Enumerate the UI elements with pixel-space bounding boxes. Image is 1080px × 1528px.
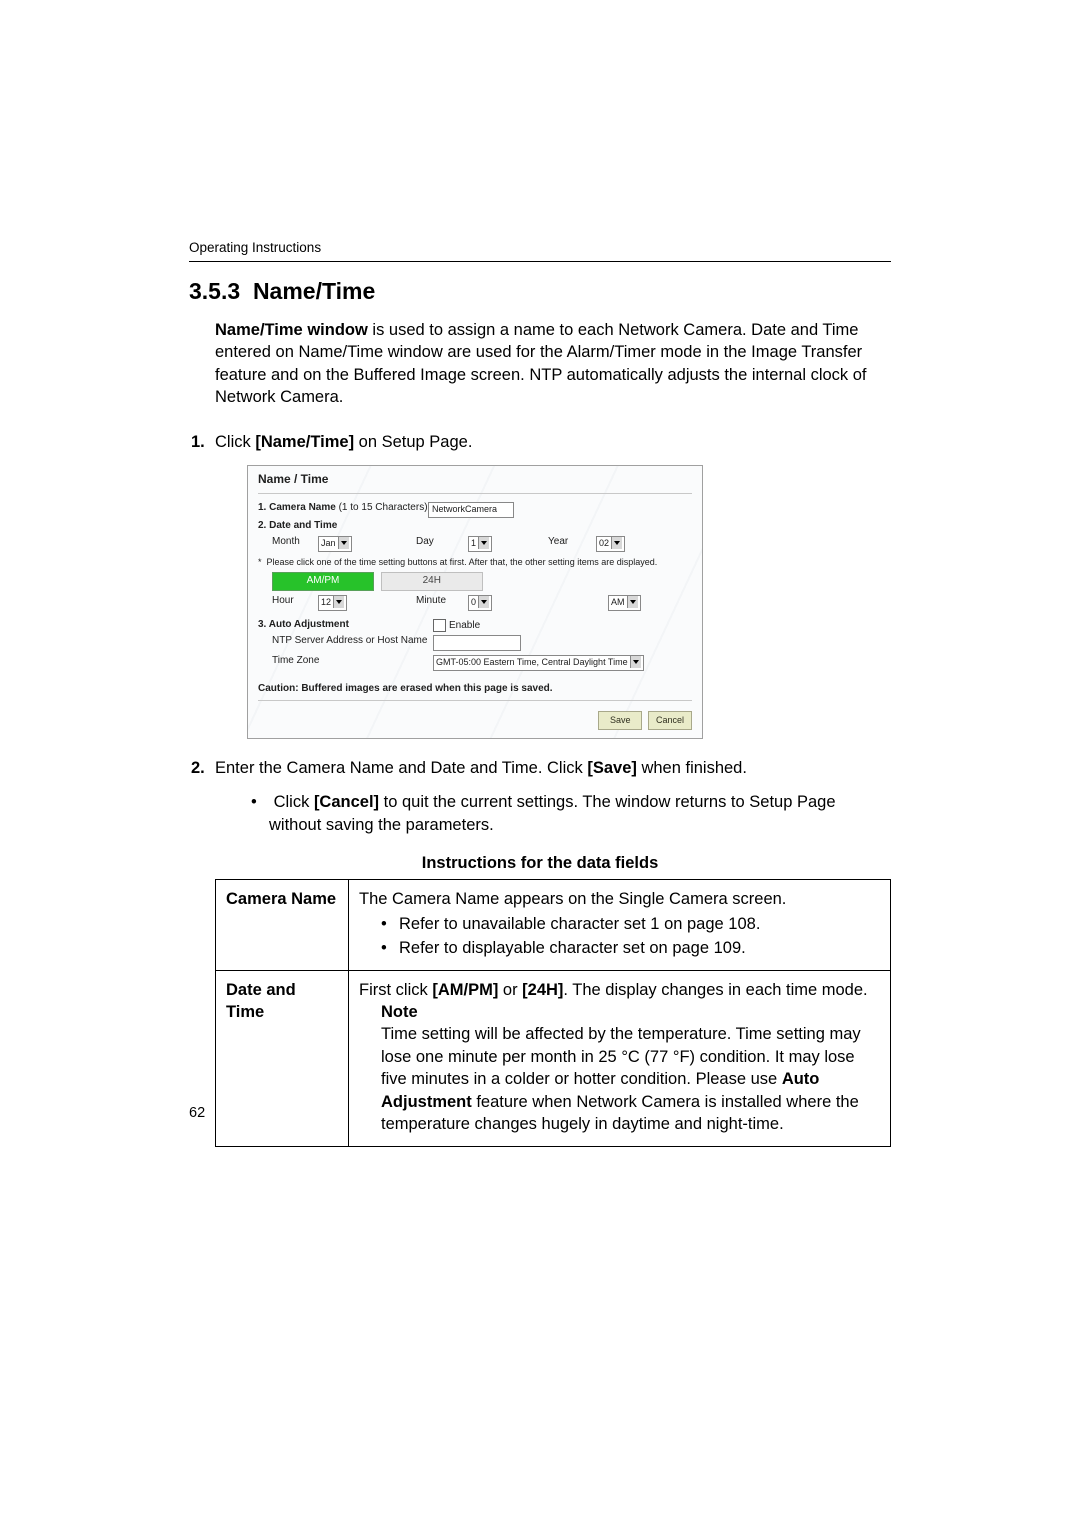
timezone-label: Time Zone xyxy=(272,655,319,668)
month-select[interactable]: Jan xyxy=(318,536,352,552)
row1-bullet-2: Refer to displayable character set on pa… xyxy=(399,937,880,959)
time-note: * Please click one of the time setting b… xyxy=(258,557,692,568)
row2-body: First click [AM/PM] or [24H]. The displa… xyxy=(349,970,891,1146)
window-title: Name / Time xyxy=(258,472,692,487)
step-1: 1.Click [Name/Time] on Setup Page. xyxy=(189,431,891,453)
timezone-select[interactable]: GMT-05:00 Eastern Time, Central Daylight… xyxy=(433,655,644,671)
month-label: Month xyxy=(272,536,300,549)
row1-bullet-1: Refer to unavailable character set 1 on … xyxy=(399,913,880,935)
step-2-sub-bullet: Click [Cancel] to quit the current setti… xyxy=(189,791,891,836)
year-label: Year xyxy=(548,536,568,549)
year-select[interactable]: 02 xyxy=(596,536,625,552)
page-number: 62 xyxy=(189,1105,205,1121)
note-body: Time setting will be affected by the tem… xyxy=(381,1023,880,1135)
day-label: Day xyxy=(416,536,434,549)
hour-select[interactable]: 12 xyxy=(318,595,347,611)
intro-lead-bold: Name/Time window xyxy=(215,321,368,339)
step-1-number: 1. xyxy=(191,431,215,453)
section-name: Name/Time xyxy=(253,278,375,304)
hour-label: Hour xyxy=(272,595,294,608)
camera-name-input[interactable]: NetworkCamera xyxy=(428,502,514,518)
ntp-label: NTP Server Address or Host Name xyxy=(272,635,427,648)
data-fields-table: Camera Name The Camera Name appears on t… xyxy=(215,879,891,1146)
row1-header: Camera Name xyxy=(216,880,349,970)
caution-text: Caution: Buffered images are erased when… xyxy=(258,683,692,696)
step-2: 2.Enter the Camera Name and Date and Tim… xyxy=(189,757,891,779)
ampm-button[interactable]: AM/PM xyxy=(272,572,374,591)
row1-body: The Camera Name appears on the Single Ca… xyxy=(349,880,891,970)
name-time-window: Name / Time 1. Camera Name (1 to 15 Char… xyxy=(247,465,703,739)
header-rule xyxy=(189,261,891,262)
row2-header: Date and Time xyxy=(216,970,349,1146)
day-select[interactable]: 1 xyxy=(468,536,492,552)
camera-name-label: 1. Camera Name xyxy=(258,502,336,513)
intro-paragraph: Name/Time window is used to assign a nam… xyxy=(189,319,891,409)
24h-button[interactable]: 24H xyxy=(381,572,483,591)
minute-select[interactable]: 0 xyxy=(468,595,492,611)
cancel-button[interactable]: Cancel xyxy=(648,711,692,730)
note-heading: Note xyxy=(381,1003,418,1021)
ntp-input[interactable] xyxy=(433,635,521,651)
ampm-select[interactable]: AM xyxy=(608,595,641,611)
section-title: 3.5.3 Name/Time xyxy=(189,278,891,305)
step-2-number: 2. xyxy=(191,757,215,779)
save-button[interactable]: Save xyxy=(598,711,642,730)
table-caption: Instructions for the data fields xyxy=(189,854,891,873)
enable-checkbox[interactable]: Enable xyxy=(433,619,480,633)
minute-label: Minute xyxy=(416,595,446,608)
date-time-heading: 2. Date and Time xyxy=(258,520,337,533)
auto-adjustment-heading: 3. Auto Adjustment xyxy=(258,619,349,632)
section-number: 3.5.3 xyxy=(189,278,240,304)
running-header: Operating Instructions xyxy=(189,240,891,255)
